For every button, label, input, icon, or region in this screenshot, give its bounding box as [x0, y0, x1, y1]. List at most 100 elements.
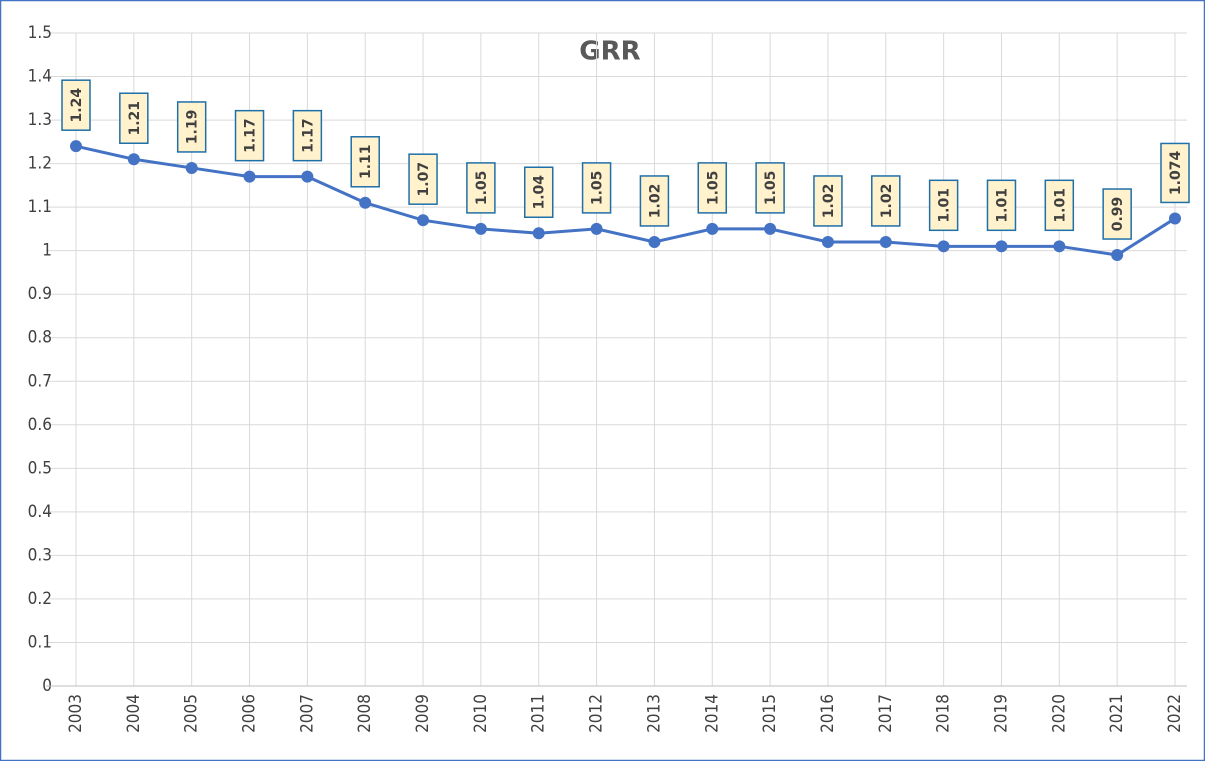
marker	[590, 222, 603, 235]
marker	[879, 235, 892, 248]
y-tick-label: 1.2	[28, 154, 52, 174]
data-label-text: 1.02	[879, 184, 895, 219]
data-label-box	[523, 166, 554, 219]
data-label: 1.24	[61, 79, 91, 131]
data-label: 1.17	[234, 109, 265, 162]
marker	[185, 161, 198, 174]
data-label: 1.04	[523, 166, 554, 219]
data-label-text: 1.05	[474, 171, 490, 206]
data-label-box	[1160, 142, 1190, 204]
y-tick-label: 0.5	[28, 458, 52, 478]
data-label: 1.05	[697, 162, 728, 214]
data-label: 1.02	[813, 175, 843, 227]
data-label-text: 1.04	[532, 175, 548, 210]
data-label-text: 1.05	[705, 171, 721, 206]
y-tick-label: 0.3	[28, 545, 52, 565]
data-label-text: 1.11	[358, 145, 374, 180]
x-tick-label: 2005	[182, 694, 202, 733]
data-label: 1.01	[986, 179, 1017, 232]
chart-title: GRR	[579, 37, 640, 67]
data-label-text: 1.02	[647, 184, 663, 219]
data-label-text: 1.01	[994, 188, 1010, 223]
data-label-box	[871, 175, 901, 227]
data-label-box	[813, 175, 843, 227]
data-label: 1.11	[350, 136, 380, 188]
x-tick-label: 2016	[818, 694, 838, 733]
data-label-box	[61, 79, 91, 131]
marker	[359, 196, 372, 209]
y-tick-label: 0.9	[28, 284, 52, 304]
marker	[301, 170, 314, 183]
x-tick-label: 2018	[934, 694, 954, 733]
x-tick-label: 2020	[1049, 694, 1069, 733]
marker	[1169, 212, 1181, 225]
x-tick-label: 2015	[760, 694, 780, 733]
marker	[127, 153, 140, 166]
marker	[70, 140, 82, 153]
data-label: 1.21	[119, 92, 149, 144]
x-tick-label: 2011	[529, 694, 549, 733]
line	[75, 144, 1176, 257]
marker	[1111, 249, 1124, 262]
x-tick-label: 2021	[1107, 694, 1127, 733]
x-tick-label: 2012	[587, 694, 607, 733]
marker	[417, 214, 430, 227]
y-tick-label: 0.2	[28, 589, 52, 609]
data-label-text: 1.05	[590, 171, 606, 206]
x-tick-label: 2019	[991, 694, 1011, 733]
y-tick-label: 0.8	[28, 328, 52, 348]
x-tick-label: 2003	[66, 694, 86, 733]
data-label-box	[1044, 179, 1075, 232]
marker	[1053, 240, 1066, 253]
marker	[706, 222, 719, 235]
x-tick-label: 2010	[471, 694, 491, 733]
data-label-box	[234, 109, 265, 162]
data-label-text: 1.05	[763, 171, 779, 206]
marker	[937, 240, 950, 253]
data-label-box	[928, 179, 959, 232]
data-label: 1.02	[871, 175, 901, 227]
x-tick-label: 2014	[702, 694, 722, 733]
data-label-box	[350, 136, 380, 188]
x-tick-label: 2009	[413, 694, 433, 733]
data-label-box	[466, 162, 496, 214]
x-tick-label: 2004	[124, 694, 144, 733]
data-label-box	[176, 101, 207, 153]
data-label-box	[408, 153, 438, 205]
data-label-text: 1.01	[1052, 188, 1068, 223]
data-label-text: 1.074	[1168, 151, 1184, 196]
y-tick-label: 1.1	[28, 197, 52, 217]
x-tick-label: 2006	[240, 694, 260, 733]
data-label-box	[581, 162, 612, 214]
y-tick-label: 1.4	[28, 67, 52, 87]
data-label-box	[986, 179, 1017, 232]
data-label-box	[697, 162, 728, 214]
data-label: 1.05	[466, 162, 496, 214]
data-label: 1.02	[639, 175, 670, 227]
y-tick-label: 1.3	[28, 110, 52, 130]
marker	[764, 222, 777, 235]
y-tick-label: 0.1	[28, 632, 52, 652]
marker	[474, 222, 487, 235]
data-label-text: 1.07	[416, 162, 432, 197]
data-label-text: 1.01	[937, 188, 953, 223]
marker	[243, 170, 256, 183]
y-tick-label: 1	[42, 241, 52, 261]
data-label-text: 1.17	[300, 118, 316, 153]
y-tick-label: 1.5	[28, 23, 52, 43]
data-label: 1.074	[1160, 142, 1190, 204]
data-label-box	[639, 175, 670, 227]
data-label: 1.01	[928, 179, 959, 232]
data-label-box	[292, 109, 323, 162]
marker	[648, 235, 661, 248]
data-label-text: 1.19	[185, 110, 201, 145]
data-label: 1.05	[755, 162, 785, 214]
data-label-box	[1102, 188, 1132, 240]
data-label-box	[119, 92, 149, 144]
data-label: 0.99	[1102, 188, 1132, 240]
x-tick-label: 2017	[876, 694, 896, 733]
data-label: 1.05	[581, 162, 612, 214]
data-label-text: 1.24	[69, 88, 85, 123]
marker	[995, 240, 1008, 253]
